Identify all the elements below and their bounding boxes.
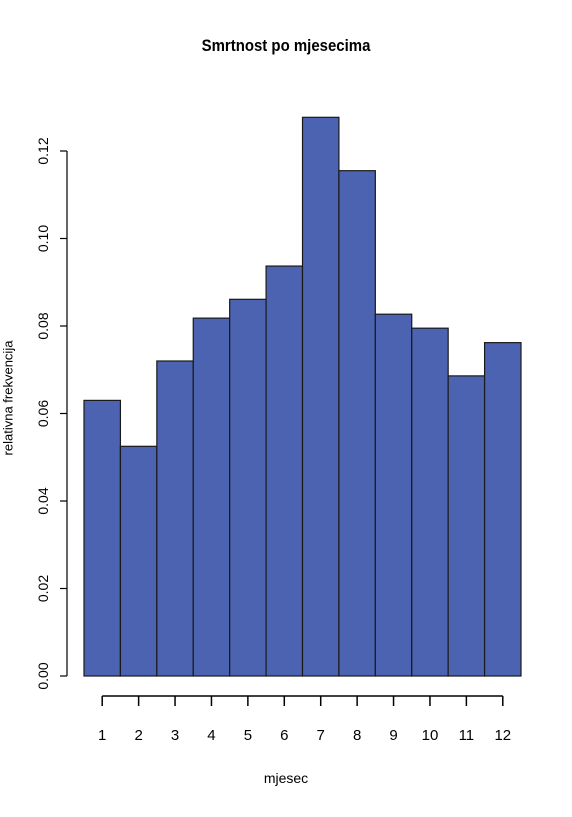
y-tick-label: 0.08 xyxy=(35,312,51,339)
x-axis: 1 2 3 4 5 6 7 8 9 10 11 12 xyxy=(98,695,511,744)
y-tick-label: 0.12 xyxy=(35,137,51,164)
bar-1 xyxy=(83,399,122,677)
x-tick-label: 1 xyxy=(98,727,106,744)
x-tick-label: 7 xyxy=(317,727,325,744)
bar-12 xyxy=(483,342,522,677)
bar-7 xyxy=(301,116,340,677)
x-axis-label: mjesec xyxy=(263,770,309,786)
y-tick-label: 0.00 xyxy=(35,662,51,689)
x-tick-label: 9 xyxy=(389,727,397,744)
bar-4 xyxy=(192,317,231,677)
y-tick-label: 0.04 xyxy=(35,487,51,514)
x-tick-label: 12 xyxy=(494,727,511,744)
chart-title: Smrtnost po mjesecima xyxy=(201,36,371,55)
bars-group xyxy=(83,116,522,677)
x-tick-label: 3 xyxy=(171,727,179,744)
x-tick-label: 5 xyxy=(244,727,252,744)
y-tick-label: 0.06 xyxy=(35,400,51,427)
x-tick-label: 10 xyxy=(422,727,439,744)
bar-6 xyxy=(265,265,304,677)
x-tick-label: 8 xyxy=(353,727,361,744)
bar-3 xyxy=(156,360,194,677)
x-tick-label: 4 xyxy=(207,727,215,744)
x-tick-label: 6 xyxy=(280,727,288,744)
x-tick-label: 2 xyxy=(134,727,142,744)
y-tick-label: 0.02 xyxy=(35,575,51,602)
x-tick-label: 11 xyxy=(459,727,475,744)
y-axis: 0.00 0.02 0.04 0.06 0.08 0.10 0.12 xyxy=(35,137,68,690)
bar-5 xyxy=(229,298,267,677)
bar-9 xyxy=(374,313,413,677)
bar-10 xyxy=(411,327,449,677)
bar-2 xyxy=(119,445,158,677)
y-tick-label: 0.10 xyxy=(35,225,51,252)
bar-8 xyxy=(338,170,376,677)
bar-11 xyxy=(447,375,486,677)
y-axis-label: relativna frekvencija xyxy=(0,340,16,456)
